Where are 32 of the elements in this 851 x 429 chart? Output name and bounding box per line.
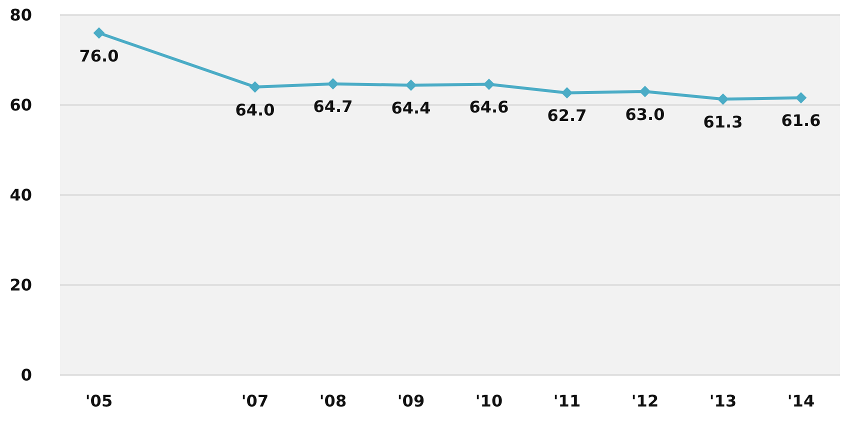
point (796, 92, 806, 104)
data-label: 62.7 (547, 106, 587, 126)
point (484, 78, 494, 90)
x-tick-label: '10 (475, 391, 503, 410)
x-tick-label: '09 (397, 391, 425, 410)
data-label: 64.7 (313, 97, 353, 116)
x-tick-label: '08 (319, 391, 347, 410)
x-tick-label: '12 (631, 391, 659, 410)
y-tick-label: 0 (20, 366, 32, 385)
x-tick-label: '13 (709, 391, 737, 410)
y-tick-label: 80 (10, 6, 32, 25)
x-tick-label: '05 (85, 391, 113, 410)
y-tick-label: 60 (10, 96, 32, 115)
data-label: 61.6 (781, 111, 821, 130)
y-tick-label: 40 (10, 186, 32, 205)
point (406, 80, 416, 91)
data-label: 64.4 (391, 98, 431, 118)
point (250, 82, 260, 92)
data-label: 63.0 (625, 104, 665, 124)
point (328, 78, 338, 90)
point (640, 86, 650, 97)
data-label: 64.0 (235, 100, 275, 120)
x-tick-label: '07 (241, 391, 269, 410)
x-tick-label: '14 (787, 391, 815, 410)
point (562, 87, 572, 98)
data-label: 76.0 (79, 46, 119, 66)
point (718, 94, 728, 105)
point (94, 28, 104, 38)
data-label: 64.6 (469, 98, 509, 117)
y-tick-label: 20 (10, 276, 32, 295)
data-label: 61.3 (703, 112, 743, 132)
x-tick-label: '11 (553, 391, 581, 410)
